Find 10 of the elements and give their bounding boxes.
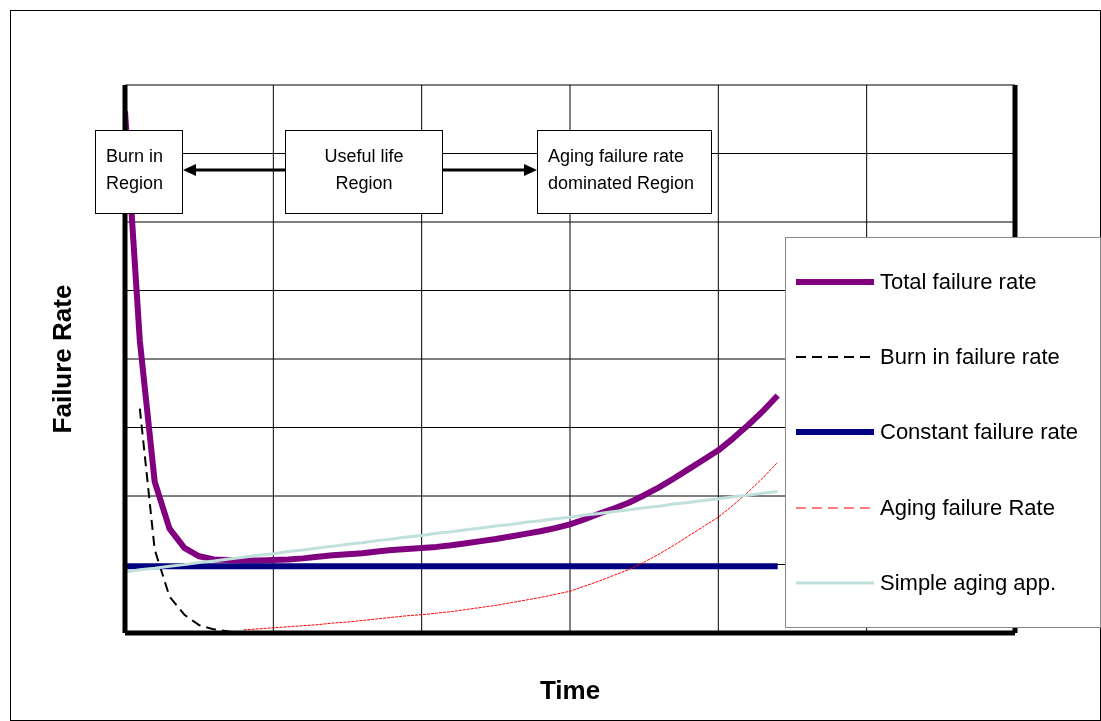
legend-label: Total failure rate	[880, 267, 1038, 296]
x-axis-title: Time	[539, 674, 601, 706]
text-box: Aging failure rate dominated Region	[537, 130, 712, 214]
legend-label: Burn in failure rate	[880, 343, 1061, 372]
text-box: Useful life Region	[285, 130, 443, 214]
y-axis-title: Failure Rate	[46, 284, 78, 434]
legend-label: Simple aging app.	[880, 569, 1058, 598]
legend-label: Constant failure rate	[880, 418, 1080, 447]
text-box: Burn in Region	[95, 130, 183, 214]
legend-label: Aging failure Rate	[880, 493, 1056, 522]
